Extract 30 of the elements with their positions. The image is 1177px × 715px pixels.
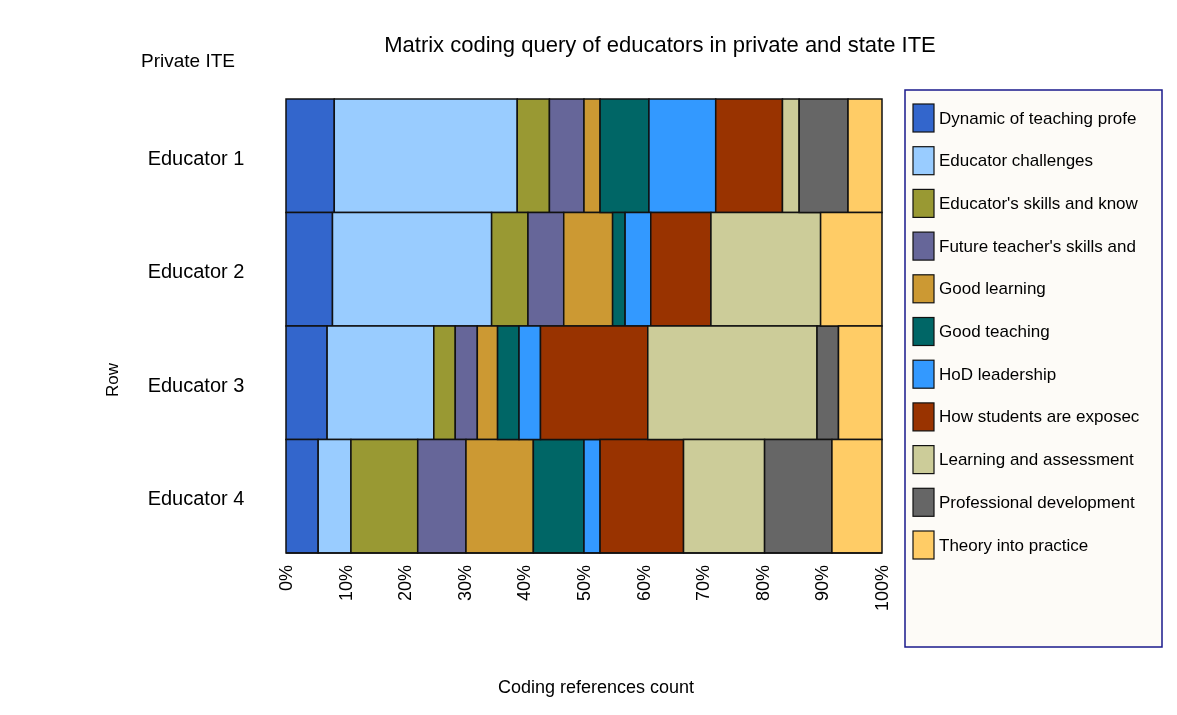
x-tick-label: 60% [633, 565, 654, 602]
x-tick-label: 10% [335, 565, 356, 602]
legend-label: Good learning [939, 279, 1046, 299]
y-tick-label: Educator 3 [147, 373, 245, 396]
x-tick-label: 90% [812, 565, 833, 602]
y-axis-title: Row [103, 362, 122, 398]
legend-label: Professional development [939, 492, 1135, 512]
x-tick-label: 70% [693, 565, 714, 602]
y-tick-label: Educator 1 [147, 146, 245, 169]
legend-label: Educator challenges [939, 151, 1094, 171]
y-tick-label: Educator 4 [147, 487, 245, 510]
x-tick-label: 50% [574, 565, 594, 602]
legend-label: Learning and assessment [939, 450, 1134, 470]
legend-label: Good teaching [939, 322, 1050, 341]
legend-label: Educator's skills and know [939, 193, 1139, 213]
legend-label: How students are exposec [939, 407, 1140, 427]
y-tick-label: Educator 2 [147, 260, 245, 283]
x-axis-title: Coding references count [497, 677, 695, 697]
text: Private ITE [141, 50, 235, 71]
x-tick-label: 100% [872, 565, 892, 612]
x-tick-label: 30% [454, 565, 475, 602]
x-tick-label: 20% [395, 565, 416, 602]
x-tick-label: 0% [276, 565, 296, 592]
x-tick-label: 40% [514, 565, 535, 602]
legend-label: Theory into practice [939, 535, 1089, 555]
legend-label: Dynamic of teaching profe [939, 108, 1137, 128]
chart-title: Matrix coding query of educators in private and state ITE [384, 32, 936, 57]
x-tick-label: 80% [752, 565, 773, 602]
legend-label: Future teacher's skills and [939, 236, 1136, 256]
legend-label: HoD leadership [939, 364, 1057, 384]
